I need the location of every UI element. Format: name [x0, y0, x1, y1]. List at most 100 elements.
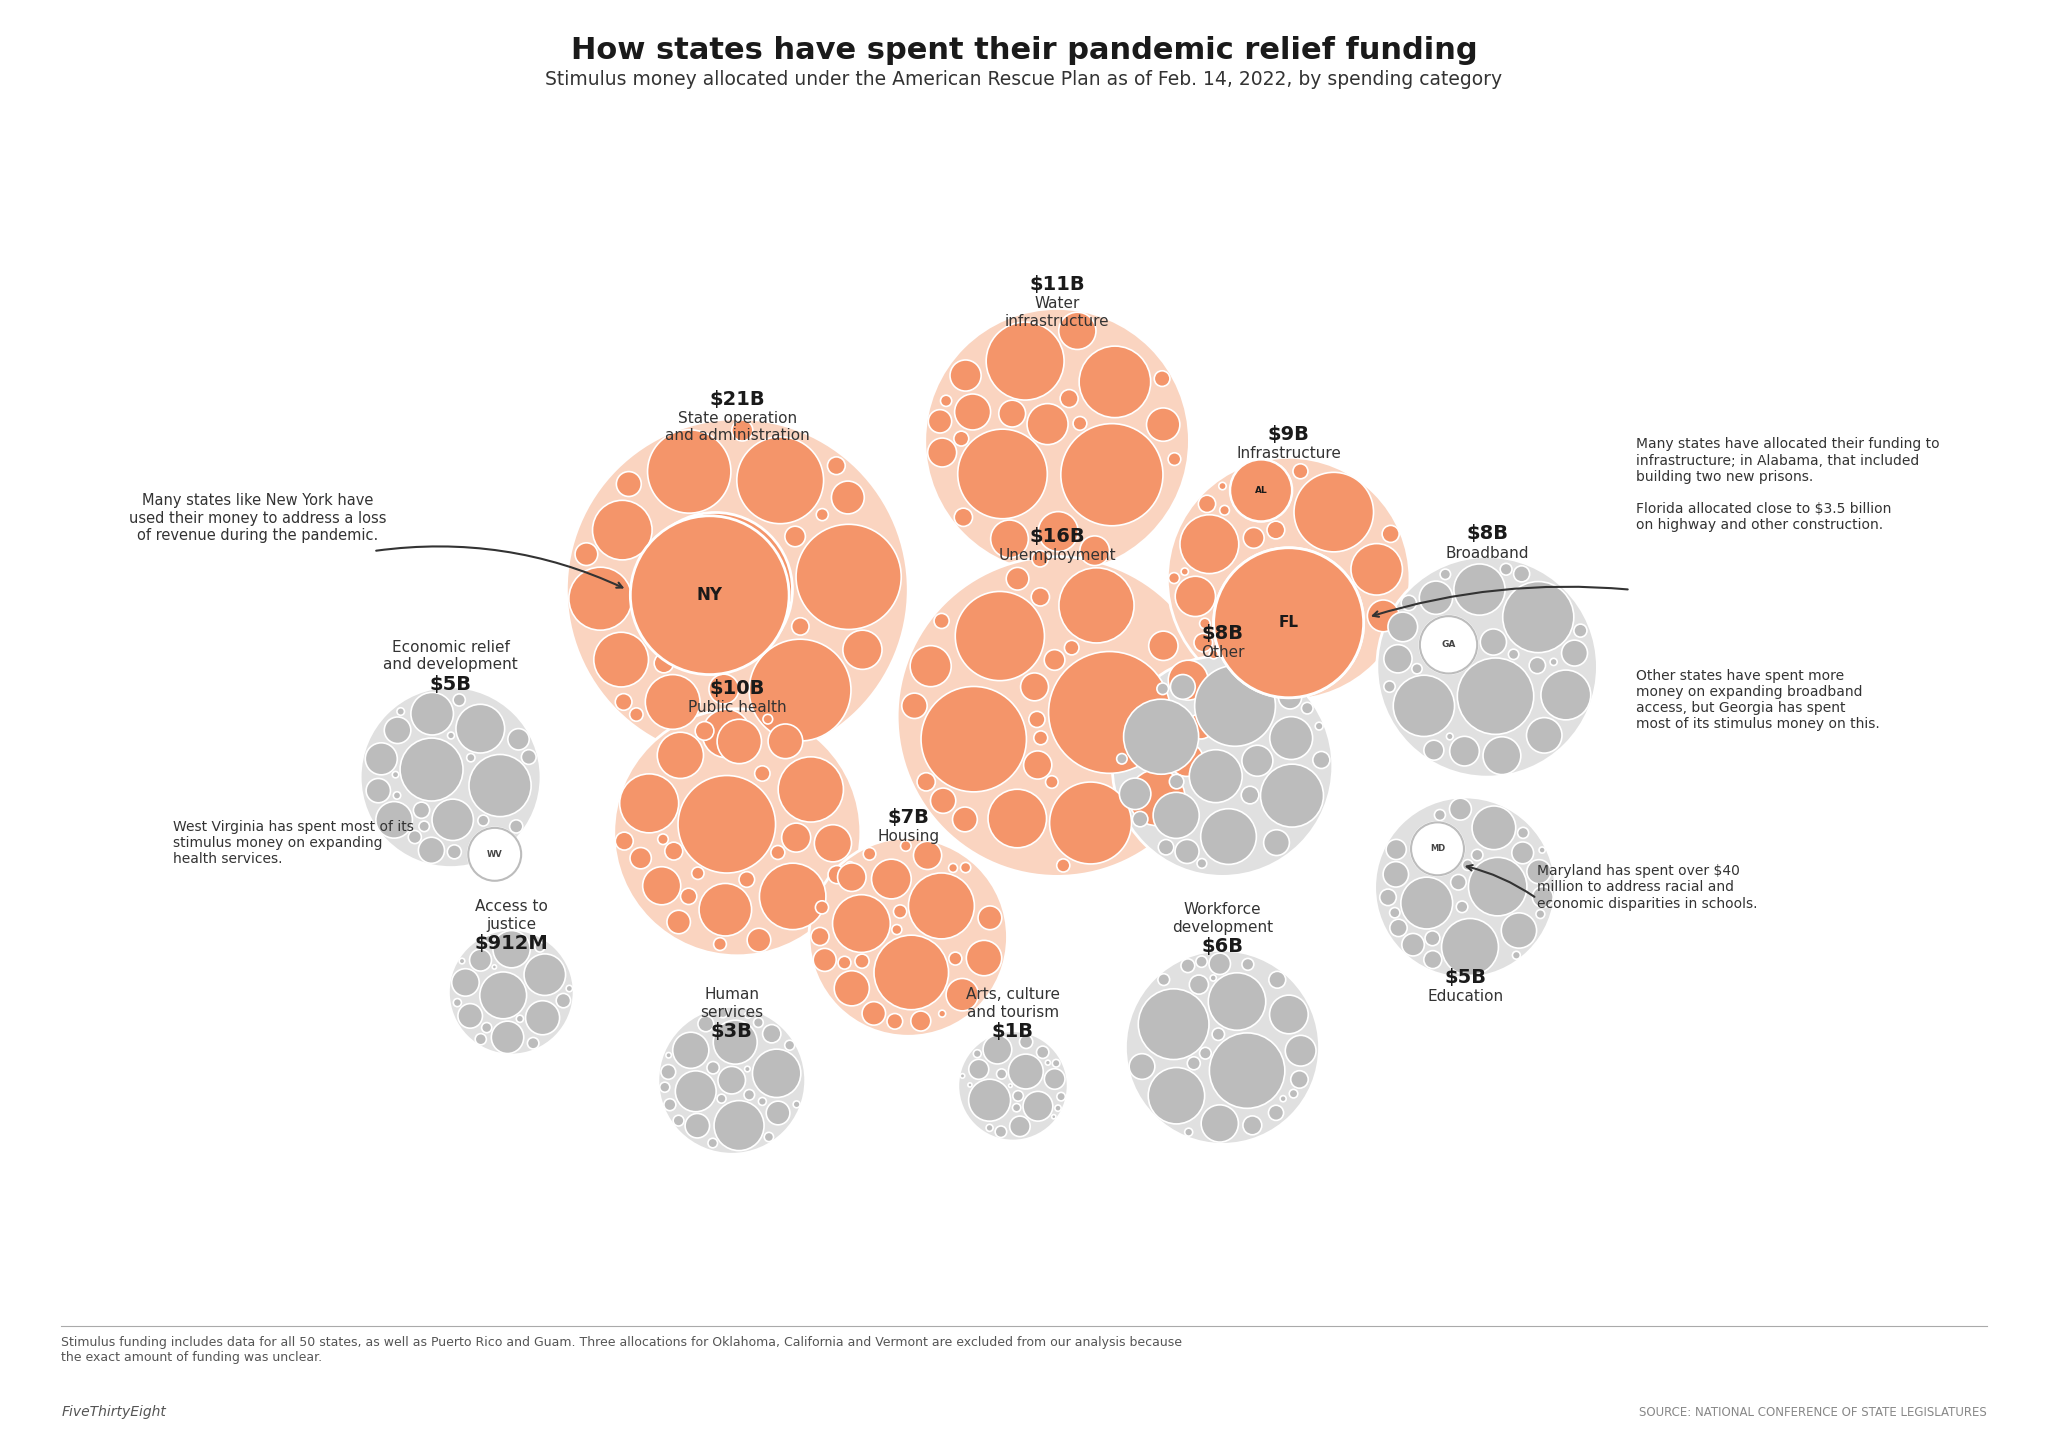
- Circle shape: [1176, 839, 1198, 864]
- Circle shape: [647, 430, 731, 513]
- Circle shape: [686, 1113, 709, 1138]
- Circle shape: [1159, 839, 1174, 855]
- Circle shape: [887, 1014, 903, 1030]
- Circle shape: [1061, 390, 1077, 407]
- Circle shape: [874, 936, 948, 1009]
- Circle shape: [1194, 666, 1276, 747]
- Circle shape: [1169, 573, 1180, 583]
- Circle shape: [657, 732, 702, 778]
- Circle shape: [1315, 722, 1323, 731]
- Text: MD: MD: [1430, 845, 1446, 853]
- Circle shape: [1550, 658, 1556, 666]
- Circle shape: [676, 1071, 717, 1112]
- Circle shape: [1294, 472, 1374, 552]
- Circle shape: [477, 814, 489, 826]
- Circle shape: [1511, 952, 1520, 959]
- Circle shape: [1528, 859, 1550, 884]
- Circle shape: [1079, 536, 1110, 566]
- Circle shape: [1208, 650, 1219, 658]
- Circle shape: [1290, 1070, 1309, 1089]
- Circle shape: [1382, 862, 1409, 887]
- Circle shape: [1393, 676, 1454, 736]
- Circle shape: [1411, 822, 1464, 875]
- Circle shape: [950, 360, 981, 391]
- Circle shape: [872, 859, 911, 898]
- Circle shape: [657, 835, 668, 845]
- Circle shape: [1221, 505, 1229, 516]
- Circle shape: [1214, 547, 1364, 697]
- Circle shape: [1231, 459, 1292, 521]
- Text: $8B: $8B: [1466, 524, 1507, 543]
- Circle shape: [1038, 511, 1077, 552]
- Circle shape: [948, 952, 963, 965]
- Circle shape: [784, 526, 805, 547]
- Circle shape: [1536, 910, 1544, 918]
- Circle shape: [524, 954, 565, 995]
- Circle shape: [653, 654, 674, 673]
- Circle shape: [1423, 741, 1444, 760]
- Circle shape: [446, 845, 461, 859]
- Text: Maryland has spent over $40
million to address racial and
economic disparities i: Maryland has spent over $40 million to a…: [1536, 864, 1757, 911]
- Circle shape: [928, 438, 956, 466]
- Text: Many states like New York have
used their money to address a loss
of revenue dur: Many states like New York have used thei…: [129, 492, 387, 543]
- Circle shape: [432, 799, 473, 840]
- Circle shape: [901, 840, 911, 852]
- Circle shape: [1458, 658, 1534, 735]
- Circle shape: [668, 910, 690, 934]
- Circle shape: [475, 1034, 485, 1045]
- Text: $9B: $9B: [1268, 425, 1309, 445]
- Circle shape: [1518, 827, 1528, 839]
- Circle shape: [1382, 526, 1399, 543]
- Text: $21B: $21B: [709, 390, 766, 409]
- Circle shape: [1188, 1057, 1200, 1070]
- Circle shape: [565, 985, 573, 992]
- Circle shape: [408, 830, 422, 843]
- Text: $5B: $5B: [430, 674, 471, 693]
- Circle shape: [1526, 718, 1563, 754]
- Circle shape: [891, 924, 901, 934]
- Text: Infrastructure: Infrastructure: [1237, 446, 1341, 461]
- Circle shape: [1202, 1105, 1239, 1142]
- Text: AL: AL: [1255, 487, 1268, 495]
- Circle shape: [1057, 1092, 1065, 1100]
- Text: NY: NY: [705, 583, 727, 596]
- Circle shape: [1149, 1067, 1204, 1123]
- Circle shape: [1270, 972, 1286, 988]
- Circle shape: [1128, 1054, 1155, 1079]
- Circle shape: [1139, 989, 1208, 1060]
- Circle shape: [1513, 566, 1530, 582]
- Circle shape: [420, 822, 430, 832]
- Text: GA: GA: [1442, 640, 1456, 650]
- Circle shape: [1208, 953, 1231, 975]
- Circle shape: [393, 791, 401, 799]
- Circle shape: [1290, 1089, 1298, 1097]
- Circle shape: [748, 928, 770, 952]
- Circle shape: [485, 936, 492, 943]
- Circle shape: [743, 1090, 754, 1100]
- Circle shape: [614, 709, 860, 956]
- Circle shape: [557, 993, 571, 1008]
- Circle shape: [1047, 775, 1059, 788]
- Circle shape: [731, 420, 754, 440]
- Circle shape: [1032, 550, 1049, 567]
- Circle shape: [526, 1001, 559, 1035]
- Circle shape: [666, 842, 682, 861]
- Circle shape: [662, 1064, 676, 1079]
- Circle shape: [1561, 640, 1587, 666]
- Circle shape: [909, 645, 950, 687]
- Circle shape: [1044, 650, 1065, 670]
- Circle shape: [1278, 686, 1303, 709]
- Circle shape: [492, 1021, 524, 1054]
- Circle shape: [1196, 956, 1206, 967]
- Circle shape: [1462, 859, 1473, 871]
- Text: Education: Education: [1427, 989, 1503, 1004]
- Circle shape: [453, 695, 465, 706]
- Circle shape: [459, 1004, 483, 1028]
- Circle shape: [1456, 901, 1468, 913]
- Circle shape: [930, 788, 956, 813]
- Circle shape: [1419, 617, 1477, 673]
- Circle shape: [764, 715, 772, 723]
- Text: Other states have spent more
money on expanding broadband
access, but Georgia ha: Other states have spent more money on ex…: [1636, 669, 1880, 731]
- Circle shape: [954, 432, 969, 446]
- Circle shape: [969, 1079, 1010, 1121]
